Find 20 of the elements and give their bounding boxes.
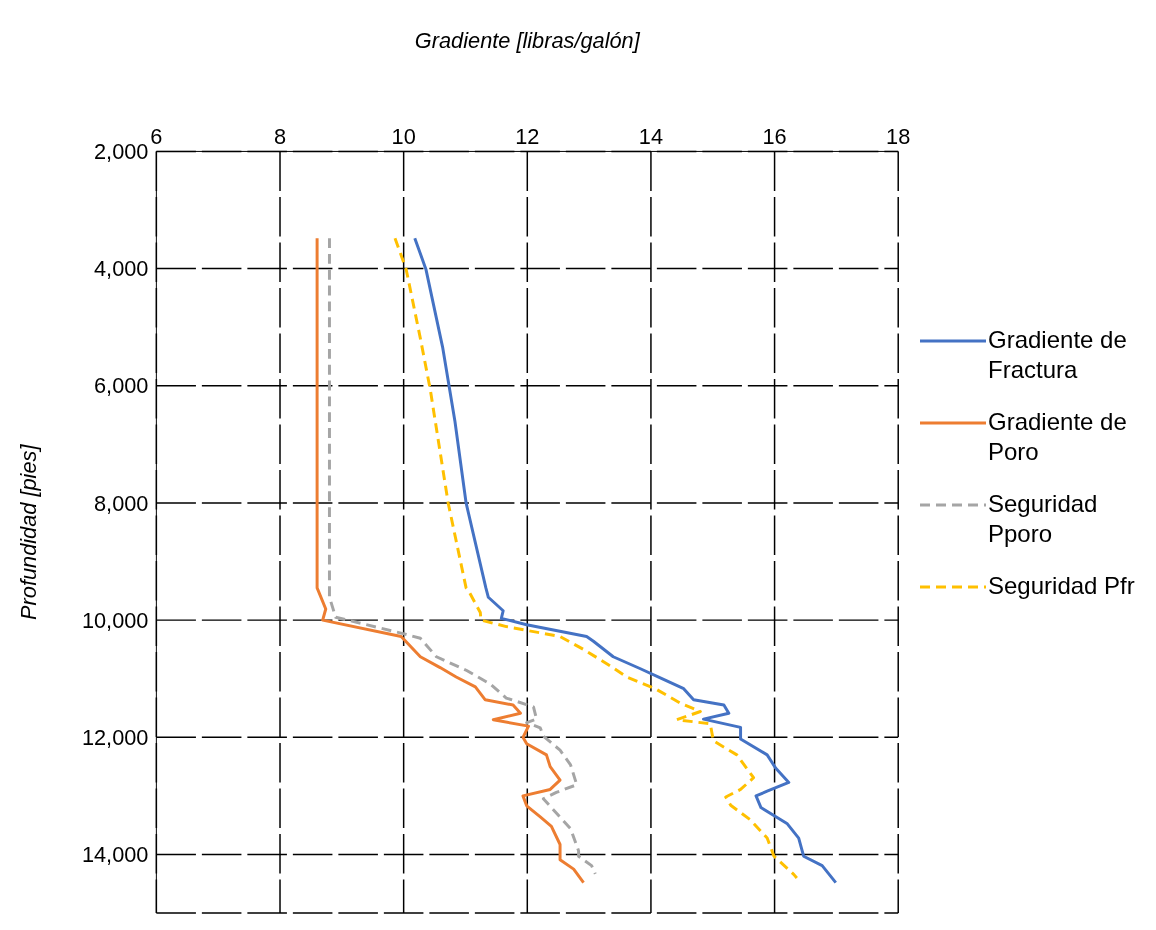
y-tick-label: 14,000 (81, 842, 149, 868)
y-tick-label: 8,000 (94, 490, 149, 516)
y-axis-title: Profundidad [pies] (15, 443, 41, 620)
legend-label: Gradiente de Fractura (988, 325, 1128, 385)
x-tick-label: 14 (638, 123, 664, 149)
legend-label: Gradiente de Poro (988, 407, 1128, 467)
legend-label: Seguridad Pfr (988, 571, 1136, 601)
y-tick-label: 4,000 (94, 256, 149, 282)
x-tick-label: 8 (273, 123, 287, 149)
y-tick-label: 6,000 (94, 373, 149, 399)
x-tick-label: 6 (150, 123, 163, 149)
y-tick-label: 12,000 (81, 725, 149, 751)
x-tick-label: 18 (886, 123, 911, 149)
x-tick-label: 10 (391, 123, 416, 149)
x-tick-label: 16 (762, 123, 787, 149)
y-tick-label: 2,000 (94, 139, 149, 165)
legend-label: Seguridad Pporo (988, 489, 1099, 549)
y-tick-label: 10,000 (81, 607, 149, 633)
x-tick-label: 12 (515, 123, 540, 149)
x-axis-title: Gradiente [libras/galón] (414, 27, 641, 53)
